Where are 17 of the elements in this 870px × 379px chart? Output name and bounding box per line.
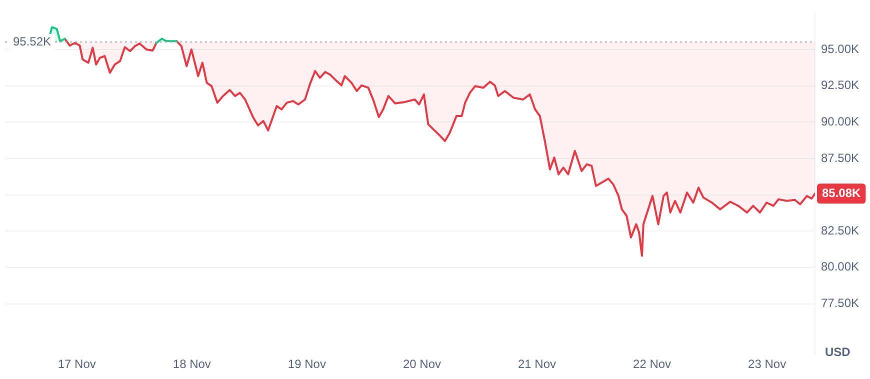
x-tick-label: 20 Nov xyxy=(402,357,441,372)
y-tick-label: 82.50K xyxy=(821,223,860,238)
y-tick-label: 87.50K xyxy=(821,150,860,165)
y-axis-title: USD xyxy=(825,344,851,359)
x-tick-label: 18 Nov xyxy=(172,357,211,372)
y-tick-label: 92.50K xyxy=(821,78,860,92)
x-tick-label: 21 Nov xyxy=(518,357,556,372)
x-tick-label: 23 Nov xyxy=(748,357,786,372)
y-tick-label: 95.00K xyxy=(821,42,860,56)
y-tick-label: 77.50K xyxy=(821,296,860,310)
x-tick-label: 19 Nov xyxy=(288,357,326,372)
y-tick-label: 80.00K xyxy=(821,260,860,274)
x-tick-label: 17 Nov xyxy=(58,357,96,372)
x-tick-label: 22 Nov xyxy=(633,357,672,372)
annotation: 85.08K xyxy=(822,186,862,200)
y-tick-label: 90.00K xyxy=(821,114,860,128)
ref-line-label: 95.52K xyxy=(13,34,52,48)
